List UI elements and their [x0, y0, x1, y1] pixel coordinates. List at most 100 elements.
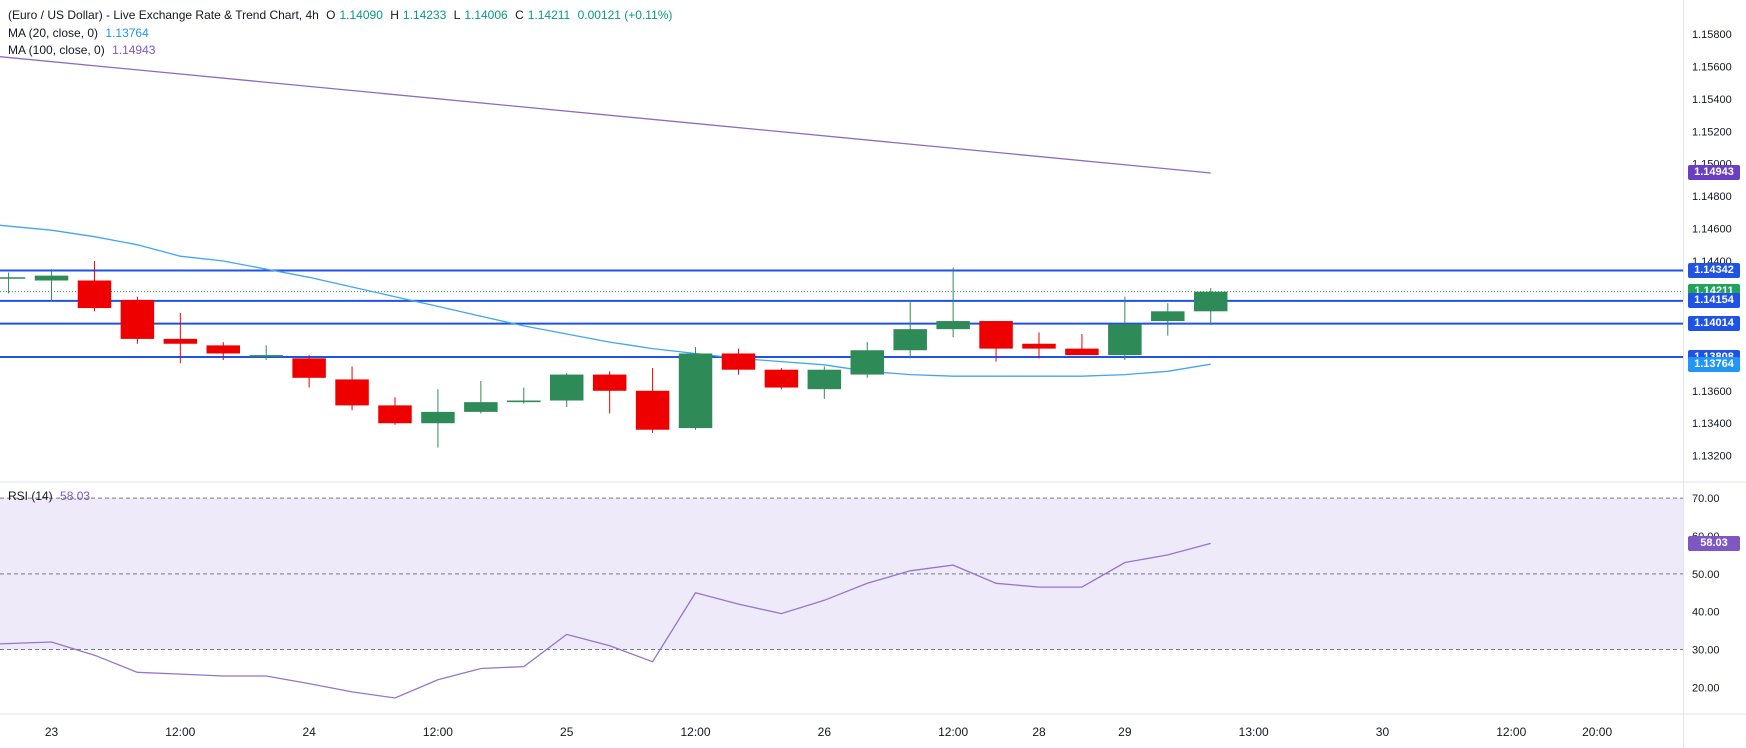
- price-tag: 1.13764: [1688, 356, 1740, 372]
- time-tick-label: 20:00: [1582, 725, 1612, 739]
- open-label: O: [326, 8, 336, 22]
- candle-body: [206, 345, 240, 354]
- low-value: 1.14006: [464, 8, 508, 22]
- price-tick-label: 1.15600: [1692, 61, 1732, 73]
- ma100-value: 1.14943: [112, 43, 156, 57]
- candle-body: [378, 405, 412, 424]
- candle: [635, 368, 670, 433]
- candle: [335, 366, 369, 411]
- candle: [936, 267, 970, 338]
- time-tick-label: 12:00: [1496, 725, 1526, 739]
- candle: [1108, 296, 1142, 360]
- candle: [163, 312, 198, 364]
- candle: [1193, 288, 1228, 325]
- legend-ma100[interactable]: MA (100, close, 0) 1.14943: [8, 43, 159, 57]
- candle: [1151, 303, 1185, 336]
- candle-body: [1151, 311, 1185, 322]
- candle: [292, 355, 326, 388]
- candle: [979, 321, 1013, 362]
- candle-body: [850, 350, 885, 375]
- legend-rsi[interactable]: RSI (14) 58.03: [8, 489, 94, 503]
- candle-body: [1022, 343, 1056, 349]
- candle: [421, 389, 455, 448]
- low-label: L: [453, 8, 461, 22]
- candle: [507, 387, 541, 404]
- candle: [764, 368, 799, 390]
- candle-body: [893, 329, 927, 351]
- rsi-tick-label: 40.00: [1692, 607, 1720, 619]
- candle-body: [0, 277, 26, 279]
- ma20-value: 1.13764: [105, 26, 149, 40]
- candle: [592, 371, 627, 414]
- rsi-value: 58.03: [60, 489, 91, 503]
- high-value: 1.14233: [402, 8, 447, 22]
- rsi-tag: 58.03: [1688, 535, 1740, 551]
- time-tick-label: 25: [560, 725, 574, 739]
- candle-body: [635, 390, 670, 430]
- ma100-line: [0, 56, 1211, 174]
- time-tick-label: 12:00: [681, 725, 711, 739]
- price-tick-label: 1.13400: [1692, 418, 1732, 430]
- price-tick-label: 1.14600: [1692, 224, 1732, 236]
- candle-body: [721, 353, 756, 370]
- candle: [34, 269, 69, 302]
- symbol-title[interactable]: (Euro / US Dollar) - Live Exchange Rate …: [8, 8, 319, 22]
- rsi-label: RSI (14): [8, 489, 53, 503]
- candle-body: [34, 275, 69, 281]
- candle-body: [120, 299, 155, 339]
- candle-body: [249, 355, 283, 357]
- close-value: 1.14211: [527, 8, 571, 22]
- candle: [120, 296, 155, 344]
- price-tick-label: 1.15400: [1692, 94, 1732, 106]
- legend-ma20[interactable]: MA (20, close, 0) 1.13764: [8, 26, 153, 40]
- candle-body: [292, 358, 326, 378]
- high-label: H: [390, 8, 399, 22]
- candle: [678, 346, 713, 430]
- candle: [549, 372, 584, 408]
- candle-body: [936, 321, 970, 330]
- price-tick-label: 1.13200: [1692, 451, 1732, 463]
- time-tick-label: 26: [818, 725, 832, 739]
- candle-body: [1065, 348, 1099, 356]
- candle-body: [464, 402, 498, 412]
- candle: [249, 345, 283, 360]
- time-tick-label: 29: [1118, 725, 1132, 739]
- candle: [378, 397, 412, 425]
- candle-body: [807, 369, 842, 390]
- ma20-label: MA (20, close, 0): [8, 26, 99, 40]
- rsi-tick-label: 30.00: [1692, 645, 1720, 657]
- candle: [206, 342, 240, 360]
- candle: [77, 261, 112, 312]
- rsi-tick-label: 20.00: [1692, 682, 1720, 694]
- time-tick-label: 12:00: [938, 725, 968, 739]
- rsi-pane: [0, 497, 1683, 699]
- time-tick-label: 13:00: [1239, 725, 1269, 739]
- candle-body: [1108, 324, 1142, 356]
- price-tick-label: 1.14800: [1692, 191, 1732, 203]
- price-tick-label: 1.15200: [1692, 126, 1732, 138]
- candle: [1022, 332, 1056, 359]
- time-tick-label: 30: [1376, 725, 1390, 739]
- open-value: 1.14090: [339, 8, 383, 22]
- candle-body: [549, 374, 584, 401]
- price-tag: 1.14014: [1688, 316, 1740, 332]
- time-tick-label: 28: [1032, 725, 1046, 739]
- candle-body: [592, 374, 627, 391]
- time-tick-label: 24: [302, 725, 316, 739]
- time-tick-label: 12:00: [423, 725, 453, 739]
- time-tick-label: 12:00: [165, 725, 195, 739]
- price-tag: 1.14154: [1688, 293, 1740, 309]
- candle-body: [77, 280, 112, 309]
- candle-body: [979, 321, 1013, 349]
- ma20-line: [0, 224, 1211, 377]
- candle-body: [163, 338, 198, 344]
- rsi-tick-label: 70.00: [1692, 493, 1720, 505]
- candle: [0, 272, 26, 294]
- candle: [464, 381, 498, 414]
- candle-body: [1193, 291, 1228, 312]
- candle: [850, 342, 885, 378]
- time-tick-label: 23: [45, 725, 59, 739]
- candle-body: [421, 411, 455, 424]
- price-tag: 1.14943: [1688, 165, 1740, 181]
